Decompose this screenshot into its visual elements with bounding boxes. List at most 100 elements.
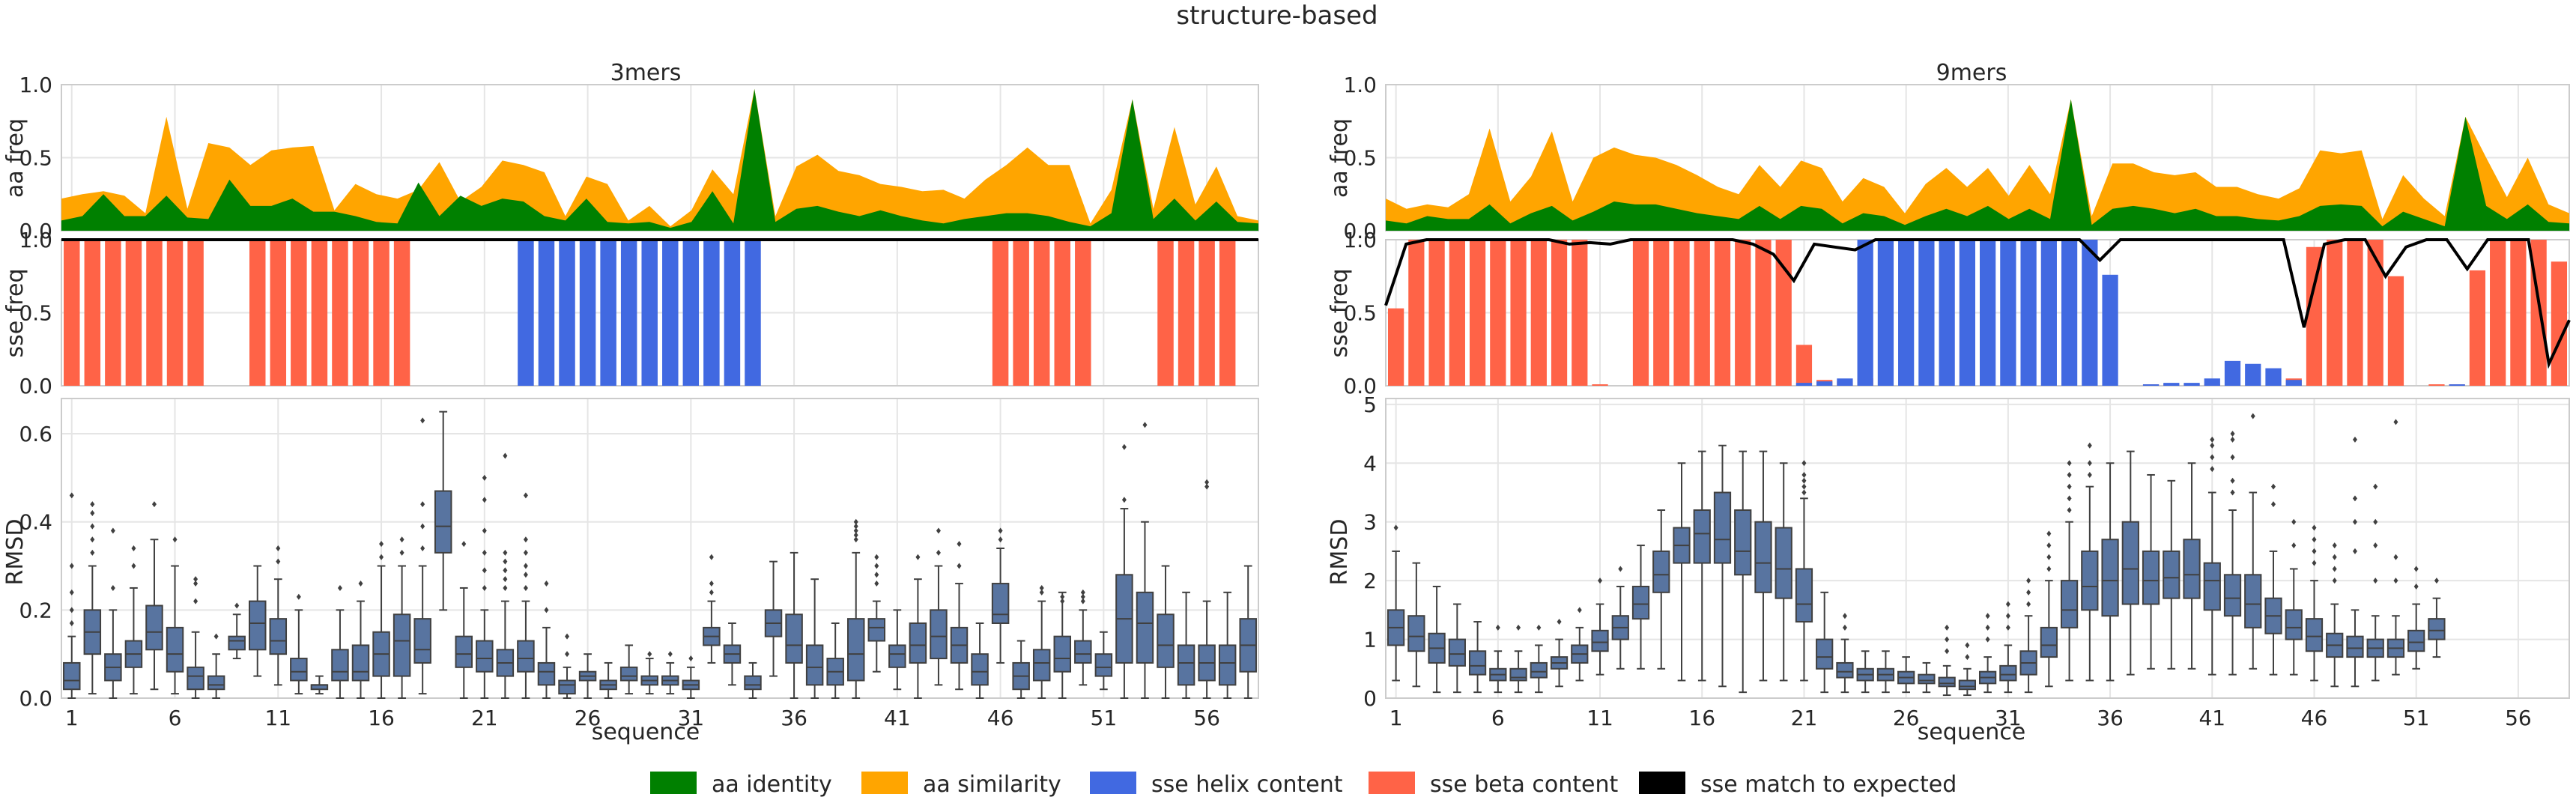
outlier-marker: [2067, 471, 2072, 478]
xtick-label: 1: [65, 706, 79, 730]
box: [991, 583, 1010, 625]
sse-beta-bar: [1510, 240, 1527, 386]
aa-ytick-label: 1.0: [19, 73, 52, 97]
sse-beta-bar: [1714, 240, 1731, 386]
outlier-marker: [69, 563, 74, 569]
outlier-marker: [523, 492, 528, 499]
outlier-marker: [2087, 460, 2092, 467]
outlier-marker: [2332, 566, 2337, 572]
outlier-marker: [296, 593, 301, 600]
xtick-label: 46: [2301, 706, 2328, 730]
box: [413, 618, 431, 664]
outlier-marker: [1557, 619, 1562, 625]
sse-beta-bar: [1735, 240, 1751, 386]
xtick-label: 36: [2097, 706, 2124, 730]
sse-beta-bar: [2490, 240, 2506, 386]
box: [1530, 661, 1548, 679]
box: [393, 613, 411, 677]
sse-beta-bar: [1632, 240, 1649, 386]
xtick-label: 1: [1389, 706, 1403, 730]
outlier-marker: [647, 651, 652, 658]
aa-ylabel-3mers: aa freq: [2, 118, 28, 198]
box: [1938, 676, 1956, 688]
box: [1693, 509, 1711, 564]
area-aa-similarity: [61, 88, 1258, 231]
sse-beta-bar: [1054, 240, 1071, 386]
outlier-marker: [2291, 518, 2297, 525]
box: [2407, 629, 2425, 652]
sse-ytick-label: 0.5: [19, 301, 52, 326]
box: [1157, 613, 1175, 668]
outlier-marker: [1142, 422, 1148, 428]
sse-helix-bar: [2082, 240, 2098, 386]
box: [228, 635, 246, 651]
xtick-label: 51: [2403, 706, 2430, 730]
outlier-marker: [2046, 566, 2052, 572]
legend: aa identity aa similarity sse helix cont…: [650, 772, 1957, 798]
legend-swatch-sse-match: [1639, 772, 1685, 794]
sse-ytick-label: 1.0: [1343, 228, 1377, 252]
box: [2285, 609, 2303, 640]
sse-match-line: [1384, 238, 2571, 369]
box: [2060, 580, 2079, 628]
outlier-marker: [853, 527, 858, 534]
xtick-label: 41: [2198, 706, 2225, 730]
outlier-marker: [503, 584, 508, 591]
sse-helix-bar: [1795, 383, 1813, 386]
outlier-marker: [853, 536, 858, 543]
outlier-marker: [1801, 477, 1807, 484]
box: [1918, 673, 1936, 685]
sse-ytick-label: 0.0: [19, 374, 52, 399]
outlier-marker: [874, 572, 879, 578]
box: [63, 661, 81, 691]
sse-beta-bar: [2469, 270, 2486, 386]
outlier-marker: [2026, 578, 2031, 584]
outlier-marker: [667, 651, 673, 658]
sse-beta-bar: [1795, 345, 1813, 386]
outlier-marker: [193, 576, 198, 583]
outlier-marker: [2271, 501, 2276, 508]
sse-beta-bar: [2367, 240, 2383, 386]
sse-freq-chart-9mers: 0.0 0.5 1.0: [1343, 228, 2571, 399]
sse-ytick-label: 1.0: [19, 228, 52, 252]
outlier-marker: [2210, 466, 2215, 473]
outlier-marker: [1060, 598, 1065, 604]
outlier-marker: [1965, 654, 1970, 661]
xtick-label: 11: [264, 706, 291, 730]
sse-beta-bar: [1157, 240, 1174, 386]
sse-helix-bar: [662, 240, 679, 386]
box: [187, 666, 204, 691]
outlier-marker: [1121, 497, 1127, 503]
rmsd-ytick-label: 2: [1363, 569, 1377, 593]
outlier-marker: [503, 549, 508, 556]
box: [1999, 664, 2017, 682]
outlier-marker: [1039, 589, 1044, 596]
box: [476, 640, 494, 673]
xtick-label: 21: [471, 706, 498, 730]
outlier-marker: [853, 532, 858, 539]
outlier-marker: [1618, 566, 1623, 572]
outlier-marker: [420, 523, 425, 530]
sse-helix-bar: [2265, 368, 2282, 386]
outlier-marker: [523, 572, 528, 578]
outlier-marker: [90, 501, 95, 508]
box: [1836, 661, 1854, 679]
xtick-label: 31: [1995, 706, 2022, 730]
outlier-marker: [482, 527, 487, 534]
outlier-marker: [957, 563, 962, 569]
sse-beta-bar: [2306, 246, 2323, 386]
xtick-label: 11: [1586, 706, 1613, 730]
outlier-marker: [2413, 583, 2419, 590]
box: [2223, 574, 2242, 617]
outlier-marker: [2332, 554, 2337, 560]
outlier-marker: [709, 589, 714, 596]
outlier-marker: [2087, 442, 2092, 449]
outlier-marker: [2046, 530, 2052, 537]
box: [1816, 638, 1834, 670]
box: [1775, 527, 1792, 599]
legend-label-sse-match: sse match to expected: [1700, 772, 1957, 798]
box: [1734, 509, 1752, 576]
outlier-marker: [90, 509, 95, 516]
outlier-marker: [1204, 479, 1210, 485]
